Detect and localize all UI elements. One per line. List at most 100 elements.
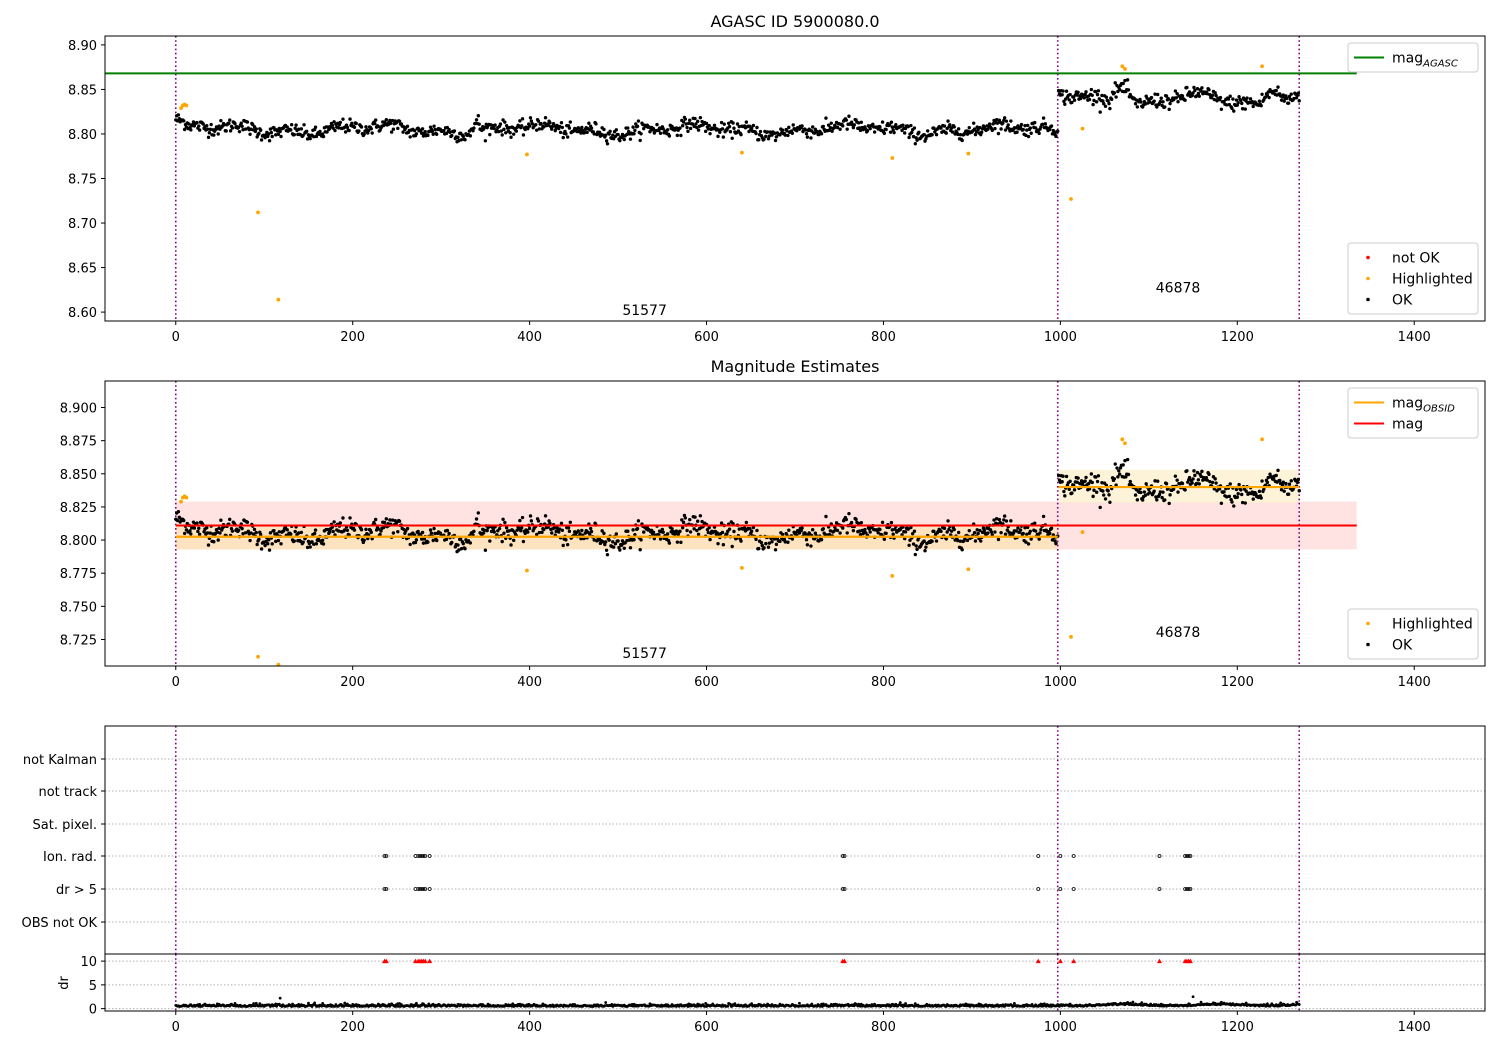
legend-label-subscript: OBSID [1423, 404, 1455, 415]
ok-point [817, 539, 821, 543]
dr-point [1244, 1001, 1248, 1005]
ok-point [708, 131, 712, 136]
ok-point [888, 130, 893, 134]
ok-point [1050, 538, 1055, 542]
ok-point [915, 138, 919, 142]
ok-point [476, 511, 481, 515]
ok-point [384, 117, 389, 122]
ok-point [1279, 488, 1284, 492]
ok-point [217, 526, 221, 531]
y-tick-label: 8.60 [68, 306, 97, 321]
flag-point [1071, 854, 1076, 858]
ok-point [1070, 491, 1074, 495]
ok-point [483, 548, 488, 552]
ok-point [910, 130, 914, 135]
ok-point [759, 540, 764, 545]
ok-point [690, 122, 695, 126]
ok-point [320, 538, 325, 543]
ok-point [1153, 479, 1157, 483]
ok-point [1185, 469, 1189, 473]
ok-point [1228, 482, 1232, 486]
ok-point [679, 540, 683, 545]
ok-point [237, 129, 242, 134]
ok-point [678, 529, 682, 533]
ok-point [1230, 500, 1234, 504]
ok-point [999, 530, 1003, 535]
ok-point [507, 529, 511, 533]
ok-point [1239, 98, 1243, 102]
ok-point [1043, 122, 1048, 126]
flag-row-label: not track [38, 785, 97, 800]
ok-point [1227, 494, 1232, 499]
ok-point [1040, 122, 1045, 127]
flag-point [416, 887, 421, 891]
ok-point [362, 132, 366, 136]
ok-point [357, 129, 361, 133]
ok-point [754, 537, 758, 542]
ok-point [614, 532, 619, 536]
ok-point [258, 128, 263, 132]
ok-point [917, 130, 921, 135]
ok-point [1205, 478, 1209, 482]
ok-point [636, 519, 641, 523]
highlighted-point [525, 568, 529, 573]
ok-point [376, 124, 381, 129]
ok-point [552, 526, 557, 530]
ok-point [618, 548, 622, 552]
highlighted-point [184, 103, 189, 108]
ok-point [1274, 473, 1278, 478]
ok-point [1072, 488, 1077, 492]
ok-point [546, 123, 550, 127]
ok-point [930, 133, 934, 137]
ok-point [182, 119, 186, 123]
ok-point [520, 515, 525, 520]
flag-point [1036, 854, 1041, 858]
ok-point [458, 537, 463, 541]
ok-point [1121, 81, 1125, 86]
ok-point [215, 126, 220, 131]
ok-point [956, 530, 961, 535]
ok-point [1002, 514, 1007, 518]
ok-point [359, 125, 364, 129]
ok-point [939, 529, 943, 534]
clipped-dr-marker [383, 958, 389, 964]
ok-point [472, 126, 476, 130]
ok-point [923, 549, 927, 553]
ok-point [254, 530, 258, 535]
ok-point [1157, 492, 1162, 497]
dr-point [1297, 1002, 1301, 1006]
ok-point [945, 530, 949, 534]
ok-point [331, 529, 335, 534]
ok-point [1091, 494, 1095, 499]
ok-point [889, 520, 894, 525]
ok-point [1274, 88, 1278, 93]
ok-point [189, 128, 193, 132]
ok-point [1296, 91, 1301, 95]
ok-point [605, 552, 610, 557]
ok-point [1259, 496, 1263, 500]
ok-point [529, 519, 534, 523]
ok-point [932, 529, 936, 533]
ok-point [391, 531, 396, 535]
ok-point [1041, 116, 1046, 120]
ok-point [1026, 542, 1031, 546]
ok-point [847, 114, 851, 118]
ok-point [658, 537, 663, 541]
ok-point [289, 122, 294, 127]
ok-point [248, 538, 252, 543]
ok-point [297, 127, 301, 131]
ok-point [514, 129, 519, 133]
x-tick-label: 1400 [1398, 675, 1431, 690]
ok-point [1109, 97, 1114, 102]
ok-point [997, 517, 1002, 522]
clipped-dr-marker [842, 958, 848, 964]
ok-point [766, 545, 771, 549]
ok-point [737, 527, 741, 531]
ok-point [550, 127, 554, 131]
ok-point [638, 547, 642, 552]
ok-point [419, 537, 424, 541]
ok-point [534, 128, 539, 132]
ok-point [696, 532, 701, 537]
legend-label: OK [1392, 638, 1413, 654]
ok-point [327, 530, 332, 534]
